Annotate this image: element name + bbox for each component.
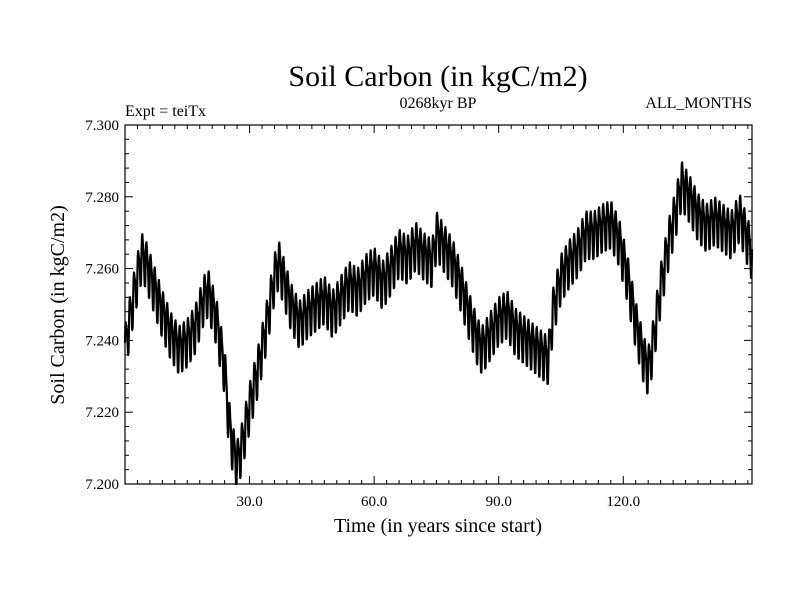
plot-area	[123, 161, 754, 486]
x-tick-label: 60.0	[361, 494, 387, 510]
x-tick-label: 90.0	[486, 494, 512, 510]
y-axis-label: Soil Carbon (in kgC/m2)	[47, 205, 69, 404]
y-tick-label: 7.280	[85, 190, 119, 206]
axis-ticks	[125, 125, 752, 484]
y-tick-label: 7.240	[85, 333, 119, 349]
y-tick-label: 7.200	[85, 477, 119, 493]
x-axis-label: Time (in years since start)	[334, 515, 542, 537]
y-tick-label: 7.260	[85, 262, 119, 278]
axis-tick-labels: 30.0 60.0 90.0 120.0 7.200 7.220 7.240 7.260 7.2…	[85, 118, 640, 510]
y-tick-label: 7.220	[85, 405, 119, 421]
x-tick-label: 120.0	[606, 494, 640, 510]
chart-title: Soil Carbon (in kgC/m2)	[288, 60, 587, 93]
series-line-soil-carbon	[123, 161, 754, 486]
months-label: ALL_MONTHS	[645, 95, 752, 112]
plot-frame	[124, 124, 753, 485]
y-tick-label: 7.300	[85, 118, 119, 134]
x-tick-label: 30.0	[236, 494, 262, 510]
experiment-label: Expt = teiTx	[125, 103, 206, 120]
chart-subtitle: 0268kyr BP	[400, 95, 477, 112]
